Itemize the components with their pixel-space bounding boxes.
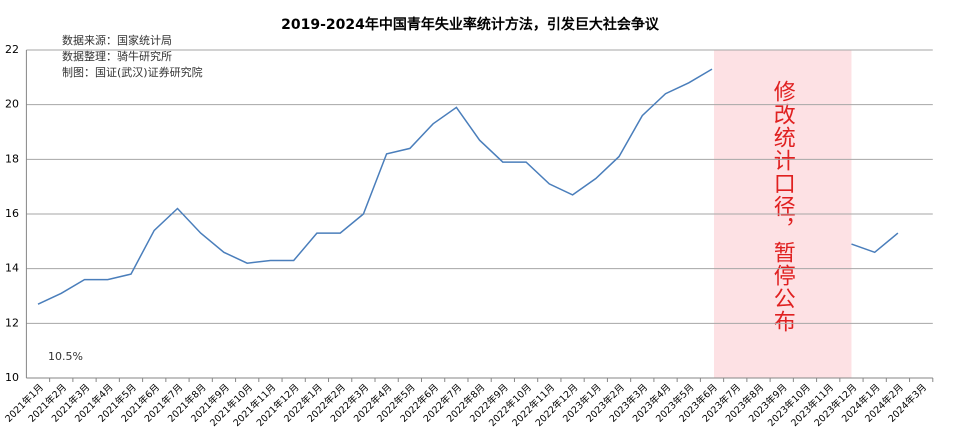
source-note: 制图：国证(武汉)证券研究院 [62,65,203,79]
y-tick-label: 20 [5,98,19,111]
y-tick-label: 14 [5,262,19,275]
y-tick-label: 18 [5,152,19,165]
series-line [37,68,713,305]
annotation: 10.5% [48,350,83,363]
chart-title: 2019-2024年中国青年失业率统计方法，引发巨大社会争议 [281,16,660,33]
shade-label: 修改统计口径，暂停公布 [770,80,796,333]
y-tick-label: 16 [5,207,19,220]
y-tick-label: 10 [5,371,19,384]
source-note: 数据整理：骑牛研究所 [62,49,172,63]
source-note: 数据来源：国家统计局 [62,33,172,47]
series-line [851,232,899,254]
y-tick-label: 12 [5,316,19,329]
y-tick-label: 22 [5,43,19,56]
